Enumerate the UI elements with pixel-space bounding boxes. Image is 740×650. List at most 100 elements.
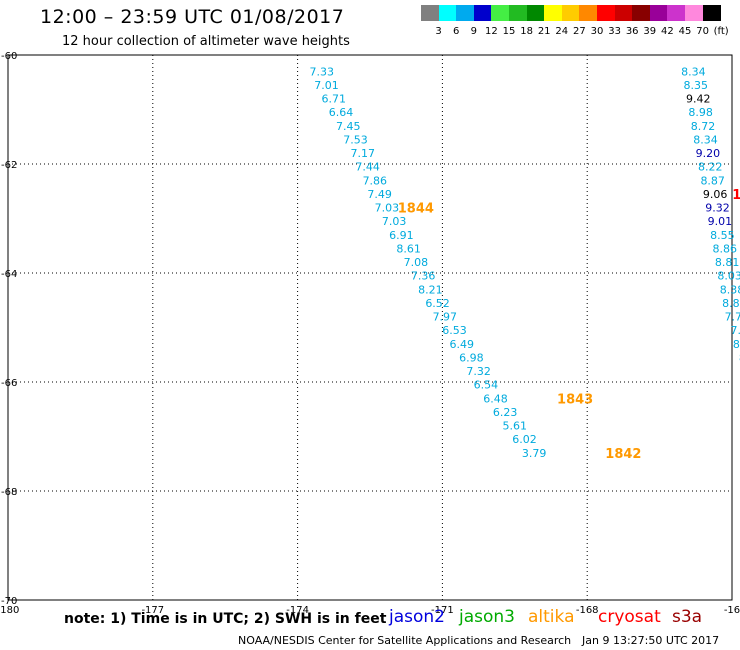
legend-label: 3 xyxy=(435,26,442,37)
wave-height-value: 7.86 xyxy=(363,174,388,187)
legend-label: 33 xyxy=(608,26,621,37)
wave-height-value: 5.61 xyxy=(503,420,528,433)
latitude-tick-label: -66 xyxy=(1,378,17,389)
wave-height-value: 7.03 xyxy=(382,215,407,228)
wave-height-value: 7.49 xyxy=(367,188,392,201)
wave-height-value: 8.0 xyxy=(733,338,740,351)
wave-height-value: 8.34 xyxy=(693,133,718,146)
wave-height-value: 6.71 xyxy=(322,93,347,106)
longitude-tick-label: -16 xyxy=(724,605,740,616)
wave-height-value: 9.32 xyxy=(705,202,730,215)
legend-swatch xyxy=(491,5,510,21)
longitude-tick-label: -180 xyxy=(0,605,19,616)
wave-height-value: 7.70 xyxy=(725,311,740,324)
legend-swatch xyxy=(649,5,668,21)
latitude-tick-label: -70 xyxy=(1,596,17,607)
generated-timestamp: Jan 9 13:27:50 UTC 2017 xyxy=(582,634,720,647)
wave-height-value: 6.53 xyxy=(442,324,467,337)
legend-label: 15 xyxy=(502,26,516,37)
wave-height-value: 6.91 xyxy=(389,229,414,242)
legend-label: 6 xyxy=(453,26,460,37)
wave-height-value: 7.03 xyxy=(375,202,400,215)
legend-swatch xyxy=(421,5,440,21)
legend-swatch xyxy=(526,5,545,21)
pass-number-label: 1843 xyxy=(557,392,593,407)
wave-height-value: 6.48 xyxy=(483,392,508,405)
pass-number-label: 1844 xyxy=(398,202,434,217)
wave-height-value: 8.87 xyxy=(700,174,725,187)
credit-text: NOAA/NESDIS Center for Satellite Applica… xyxy=(238,634,572,647)
legend-swatch xyxy=(614,5,633,21)
legend-label: 30 xyxy=(590,26,604,37)
latitude-tick-label: -68 xyxy=(1,487,17,498)
legend-label: 36 xyxy=(625,26,639,37)
wave-height-value: 6.23 xyxy=(493,406,518,419)
longitude-tick-label: -177 xyxy=(141,605,164,616)
latitude-tick-label: -64 xyxy=(1,269,17,280)
wave-height-value: 8.86 xyxy=(713,242,738,255)
wave-height-value: 7.97 xyxy=(433,311,458,324)
legend-swatch xyxy=(509,5,528,21)
wave-height-value: 8.61 xyxy=(396,242,421,255)
wave-height-value: 7.53 xyxy=(343,133,368,146)
legend-label: 45 xyxy=(678,26,692,37)
legend-label: 18 xyxy=(520,26,533,37)
legend-label: 24 xyxy=(555,26,569,37)
wave-height-value: 6.54 xyxy=(474,379,499,392)
legend-swatch xyxy=(561,5,580,21)
pass-number-label: 1 xyxy=(732,188,740,203)
wave-height-value: 8.81 xyxy=(715,256,740,269)
pass-number-label: 1842 xyxy=(605,447,641,462)
legend-label: 12 xyxy=(485,26,498,37)
wave-height-value: 7.01 xyxy=(314,79,339,92)
latitude-tick-label: -60 xyxy=(1,51,17,62)
wave-height-value: 6.02 xyxy=(512,433,537,446)
wave-height-value: 7.32 xyxy=(466,365,491,378)
wave-height-value: 8.35 xyxy=(684,79,709,92)
wave-height-value: 8.82 xyxy=(722,297,740,310)
wave-height-value: 7.36 xyxy=(411,270,436,283)
legend-swatch xyxy=(579,5,598,21)
legend-label: 70 xyxy=(696,26,709,37)
wave-height-value: 8.21 xyxy=(418,283,443,296)
satellite-name-altika: altika xyxy=(528,607,575,627)
legend-label: 27 xyxy=(573,26,586,37)
satellite-name-jason2: jason2 xyxy=(389,607,445,627)
satellite-name-jason3: jason3 xyxy=(459,607,515,627)
longitude-tick-label: -174 xyxy=(286,605,309,616)
legend-swatch xyxy=(456,5,475,21)
wave-height-value: 8.34 xyxy=(681,65,706,78)
wave-height-value: 7.17 xyxy=(351,147,376,160)
legend-swatch xyxy=(632,5,651,21)
wave-height-value: 8.98 xyxy=(688,106,713,119)
legend-swatch xyxy=(544,5,563,21)
wave-height-value: 9.01 xyxy=(708,215,733,228)
longitude-tick-label: -168 xyxy=(576,605,599,616)
wave-height-value: 9.20 xyxy=(696,147,721,160)
wave-height-value: 6.49 xyxy=(449,338,474,351)
wave-height-value: 8.55 xyxy=(710,229,735,242)
wave-height-value: 7.45 xyxy=(336,120,361,133)
wave-height-value: 8.22 xyxy=(698,161,723,174)
wave-height-value: 6.98 xyxy=(459,351,484,364)
page-title: 12:00 – 23:59 UTC 01/08/2017 xyxy=(40,6,345,28)
wave-height-value: 7.08 xyxy=(404,256,429,269)
legend-swatch xyxy=(473,5,492,21)
wave-height-value: 6.64 xyxy=(329,106,354,119)
legend-swatch xyxy=(438,5,457,21)
wave-height-value: 7.5 xyxy=(730,324,740,337)
wave-height-value: 7.44 xyxy=(355,161,380,174)
wave-height-value: 8.03 xyxy=(717,270,740,283)
page-subtitle: 12 hour collection of altimeter wave hei… xyxy=(62,34,350,49)
legend-unit: (ft) xyxy=(713,26,729,37)
satellite-name-cryosat: cryosat xyxy=(598,607,661,627)
map-frame xyxy=(7,54,733,601)
legend-label: 42 xyxy=(661,26,674,37)
wave-height-value: 9.06 xyxy=(703,188,728,201)
wave-height-value: 8. xyxy=(739,351,740,364)
legend-swatch xyxy=(702,5,721,21)
satellite-name-s3a: s3a xyxy=(672,607,703,627)
wave-height-value: 3.79 xyxy=(522,447,547,460)
legend-label: 21 xyxy=(537,26,551,37)
